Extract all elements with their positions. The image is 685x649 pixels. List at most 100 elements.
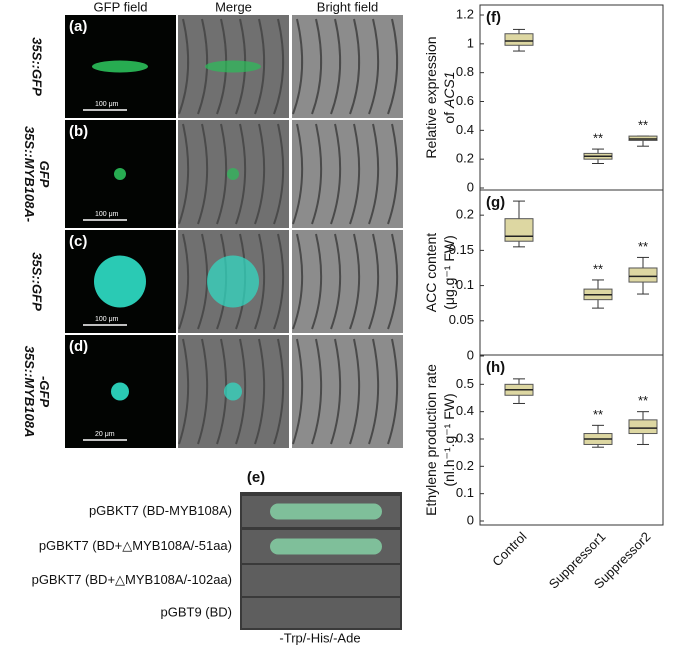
panel-label: (d) — [69, 338, 88, 355]
significance: ** — [593, 261, 603, 276]
cell-outline — [197, 233, 209, 330]
cell-outline — [292, 338, 304, 445]
cell-outline — [349, 18, 361, 115]
gfp-signal — [111, 382, 129, 401]
significance: ** — [638, 118, 648, 133]
cell-outline — [178, 233, 190, 330]
cell-outline — [273, 233, 285, 330]
y-tick-label: 0.2 — [456, 207, 474, 222]
y-axis-label: ACC content (μg.g⁻¹ FW) — [423, 233, 457, 312]
gfp-signal — [207, 255, 259, 308]
cell-outline — [311, 18, 323, 115]
medium-label: -Trp/-His/-Ade — [279, 630, 360, 645]
cell-outline — [330, 18, 342, 115]
cell-outline — [216, 123, 228, 225]
box — [504, 218, 534, 242]
construct-label: pGBKT7 (BD-MYB108A) — [89, 503, 232, 518]
significance: ** — [638, 239, 648, 254]
cell-outline — [197, 338, 209, 445]
cell-outline — [292, 123, 304, 225]
y-tick-label: 0.5 — [456, 376, 474, 391]
significance: ** — [638, 393, 648, 408]
y-tick-label: 0.1 — [456, 277, 474, 292]
y-tick-label: 1 — [467, 35, 474, 50]
micrograph — [292, 335, 403, 448]
scale-bar-label: 20 μm — [95, 431, 115, 438]
panel-label: (e) — [247, 469, 265, 486]
box — [628, 419, 658, 435]
cell-outline — [387, 338, 399, 445]
y-tick-label: 0 — [467, 347, 474, 362]
construct-label: GFP — [37, 161, 52, 188]
y-tick-label: 0.6 — [456, 93, 474, 108]
y-tick-label: 0.8 — [456, 64, 474, 79]
panel-label: (c) — [69, 233, 87, 250]
yeast-growth — [270, 503, 382, 520]
cell-outline — [311, 123, 323, 225]
box — [628, 267, 658, 283]
y-tick-label: 0.4 — [456, 403, 474, 418]
y-tick-label: 0.1 — [456, 485, 474, 500]
y-axis-label-line: Ethylene production rate — [423, 364, 439, 516]
micrograph — [292, 15, 403, 118]
gfp-signal — [227, 168, 239, 180]
cell-outline — [178, 338, 190, 445]
cell-outline — [197, 123, 209, 225]
cell-outline — [235, 123, 247, 225]
y-axis-label-line: Relative expression — [423, 36, 439, 158]
cell-outline — [349, 338, 361, 445]
cell-outline — [368, 18, 380, 115]
cell-outline — [254, 338, 266, 445]
cell-outline — [235, 338, 247, 445]
cell-outline — [273, 123, 285, 225]
plate-row — [242, 565, 400, 596]
cell-outline — [330, 233, 342, 330]
cell-outline — [349, 233, 361, 330]
cell-outline — [273, 18, 285, 115]
construct-label: 35S::GFP — [30, 252, 45, 311]
cell-outline — [387, 233, 399, 330]
y-axis-label-line: ACC content — [423, 233, 439, 312]
y-tick-label: 0.2 — [456, 151, 474, 166]
y-tick-label: 0.3 — [456, 430, 474, 445]
cell-outline — [330, 123, 342, 225]
construct-label: 35S::MYB108A — [22, 346, 37, 438]
y-tick-label: 0 — [467, 512, 474, 527]
cell-outline — [292, 18, 304, 115]
cell-outline — [311, 233, 323, 330]
gfp-signal — [92, 60, 148, 73]
construct-label: pGBT9 (BD) — [160, 604, 232, 619]
scale-bar-label: 100 μm — [95, 316, 119, 323]
cell-outline — [368, 123, 380, 225]
cell-outline — [368, 233, 380, 330]
scale-bar-label: 100 μm — [95, 101, 119, 108]
y-axis-label-line: (nl.h⁻¹.g⁻¹ FW) — [441, 393, 457, 486]
column-header: Merge — [215, 0, 252, 14]
column-header: GFP field — [94, 0, 148, 14]
panel-label: (b) — [69, 123, 88, 140]
column-header: Bright field — [317, 0, 378, 14]
cell-outline — [330, 338, 342, 445]
panel-label: (g) — [486, 194, 505, 211]
scale-bar-label: 100 μm — [95, 211, 119, 218]
construct-label: 35S::MYB108A- — [22, 126, 37, 222]
cell-outline — [349, 123, 361, 225]
cell-outline — [178, 123, 190, 225]
y-tick-label: 0.15 — [449, 242, 474, 257]
panel-label: (h) — [486, 359, 505, 376]
chart-frame — [479, 4, 664, 191]
significance: ** — [593, 407, 603, 422]
plate-row — [242, 598, 400, 628]
y-axis-label-line: of — [441, 108, 457, 124]
panel-label: (f) — [486, 9, 501, 26]
cell-outline — [387, 123, 399, 225]
gfp-signal — [205, 60, 261, 73]
y-tick-label: 1.2 — [456, 6, 474, 21]
gfp-signal — [224, 382, 242, 401]
cell-outline — [387, 18, 399, 115]
gfp-signal — [94, 255, 146, 308]
cell-outline — [254, 123, 266, 225]
cell-outline — [178, 18, 190, 115]
y-axis-label: Ethylene production rate (nl.h⁻¹.g⁻¹ FW) — [423, 364, 457, 516]
